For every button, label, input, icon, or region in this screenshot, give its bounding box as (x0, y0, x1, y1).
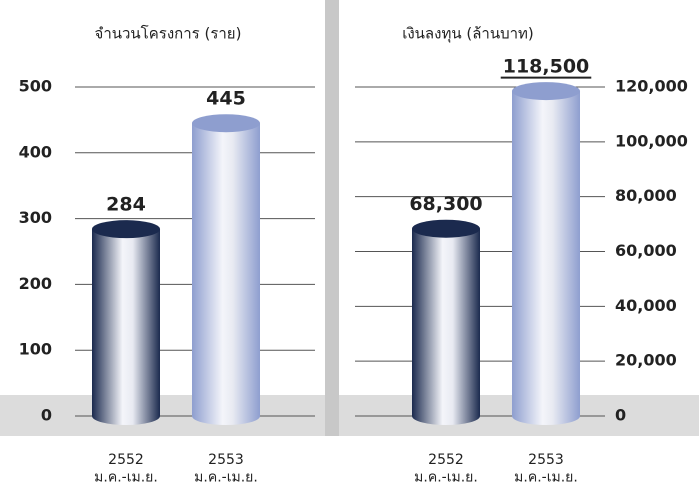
bar (192, 114, 260, 425)
bar (412, 219, 480, 425)
y-tick-label: 80,000 (615, 186, 677, 205)
x-tick-label: 2552 ม.ค.-เม.ย. (94, 452, 158, 486)
y-tick-label: 200 (19, 274, 52, 293)
y-tick-label: 60,000 (615, 241, 677, 260)
value-label: 68,300 (409, 193, 482, 215)
y-tick-label: 400 (19, 142, 52, 161)
divider (325, 0, 339, 436)
x-tick-label: 2552 ม.ค.-เม.ย. (414, 452, 478, 486)
y-tick-label: 0 (615, 406, 626, 425)
bar (92, 220, 160, 425)
y-tick-label: 20,000 (615, 351, 677, 370)
bar-body (412, 228, 480, 425)
y-tick-label: 0 (41, 406, 52, 425)
x-tick-label: 2553 ม.ค.-เม.ย. (194, 452, 258, 486)
bar-top (512, 82, 580, 101)
y-tick-label: 300 (19, 208, 52, 227)
y-tick-label: 40,000 (615, 296, 677, 315)
y-tick-label: 120,000 (615, 77, 688, 96)
bar-body (192, 123, 260, 425)
bar (512, 82, 580, 426)
value-label: 445 (206, 88, 246, 110)
bar-body (512, 91, 580, 426)
value-label: 118,500 (503, 56, 590, 78)
chart-title: เงินลงทุน (ล้านบาท) (402, 25, 534, 44)
x-tick-label: 2553 ม.ค.-เม.ย. (514, 452, 578, 486)
bar-top (412, 219, 480, 238)
bar-top (92, 220, 160, 239)
bar-body (92, 229, 160, 425)
bar-top (192, 114, 260, 133)
y-tick-label: 500 (19, 77, 52, 96)
y-tick-label: 100 (19, 340, 52, 359)
value-label: 284 (106, 194, 146, 216)
y-tick-label: 100,000 (615, 131, 688, 150)
chart-title: จำนวนโครงการ (ราย) (95, 25, 242, 43)
